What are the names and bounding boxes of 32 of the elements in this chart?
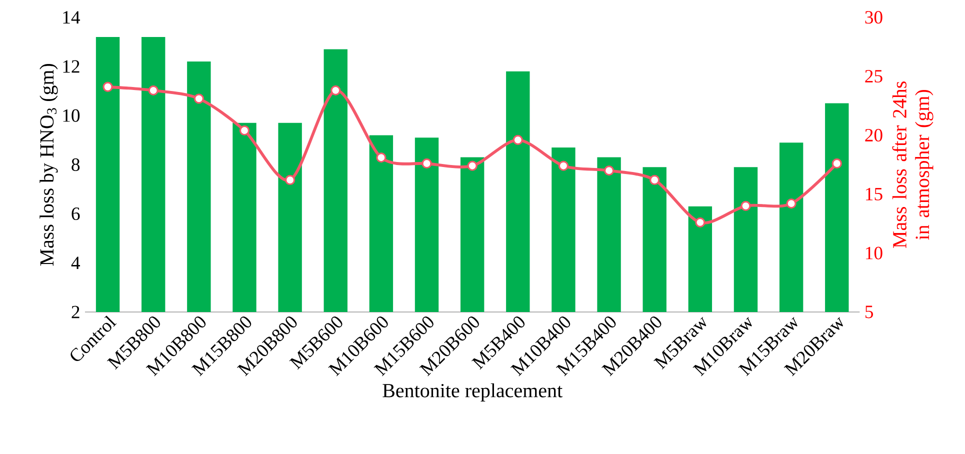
point <box>239 125 250 136</box>
point <box>376 152 386 163</box>
point <box>102 82 113 92</box>
y-tick-label: 10 <box>63 109 80 122</box>
point <box>467 160 478 171</box>
point <box>558 160 569 171</box>
y2-tick-label: 30 <box>865 11 882 24</box>
y-tick-label: 8 <box>72 158 80 171</box>
y-tick-label: 12 <box>63 60 80 73</box>
y2-axis-title: Mass loss after 24hs in atmospher (gm) <box>892 82 934 248</box>
y2-tick-label: 15 <box>866 188 882 200</box>
y2-tick-label: 25 <box>865 70 882 83</box>
y-tick-label: 4 <box>71 256 80 270</box>
point <box>604 165 614 176</box>
point <box>650 174 660 186</box>
point <box>740 200 751 211</box>
y-axis-title: Mass loss by HNO$_{3}$ (gm) <box>40 64 58 266</box>
y-tick-label: 6 <box>72 208 80 220</box>
y-tick-label: 14 <box>63 11 80 24</box>
point <box>330 85 341 96</box>
y2-tick-label: 5 <box>865 306 873 318</box>
point <box>148 85 158 96</box>
point <box>194 94 204 104</box>
point <box>512 134 523 145</box>
point <box>284 174 296 186</box>
point <box>832 158 842 169</box>
point <box>422 158 432 169</box>
y2-tick-label: 20 <box>865 128 882 142</box>
point <box>786 198 796 209</box>
point <box>695 217 706 228</box>
y2-tick-label: 10 <box>866 246 882 260</box>
x-axis-title: Bentonite replacement <box>382 383 562 402</box>
